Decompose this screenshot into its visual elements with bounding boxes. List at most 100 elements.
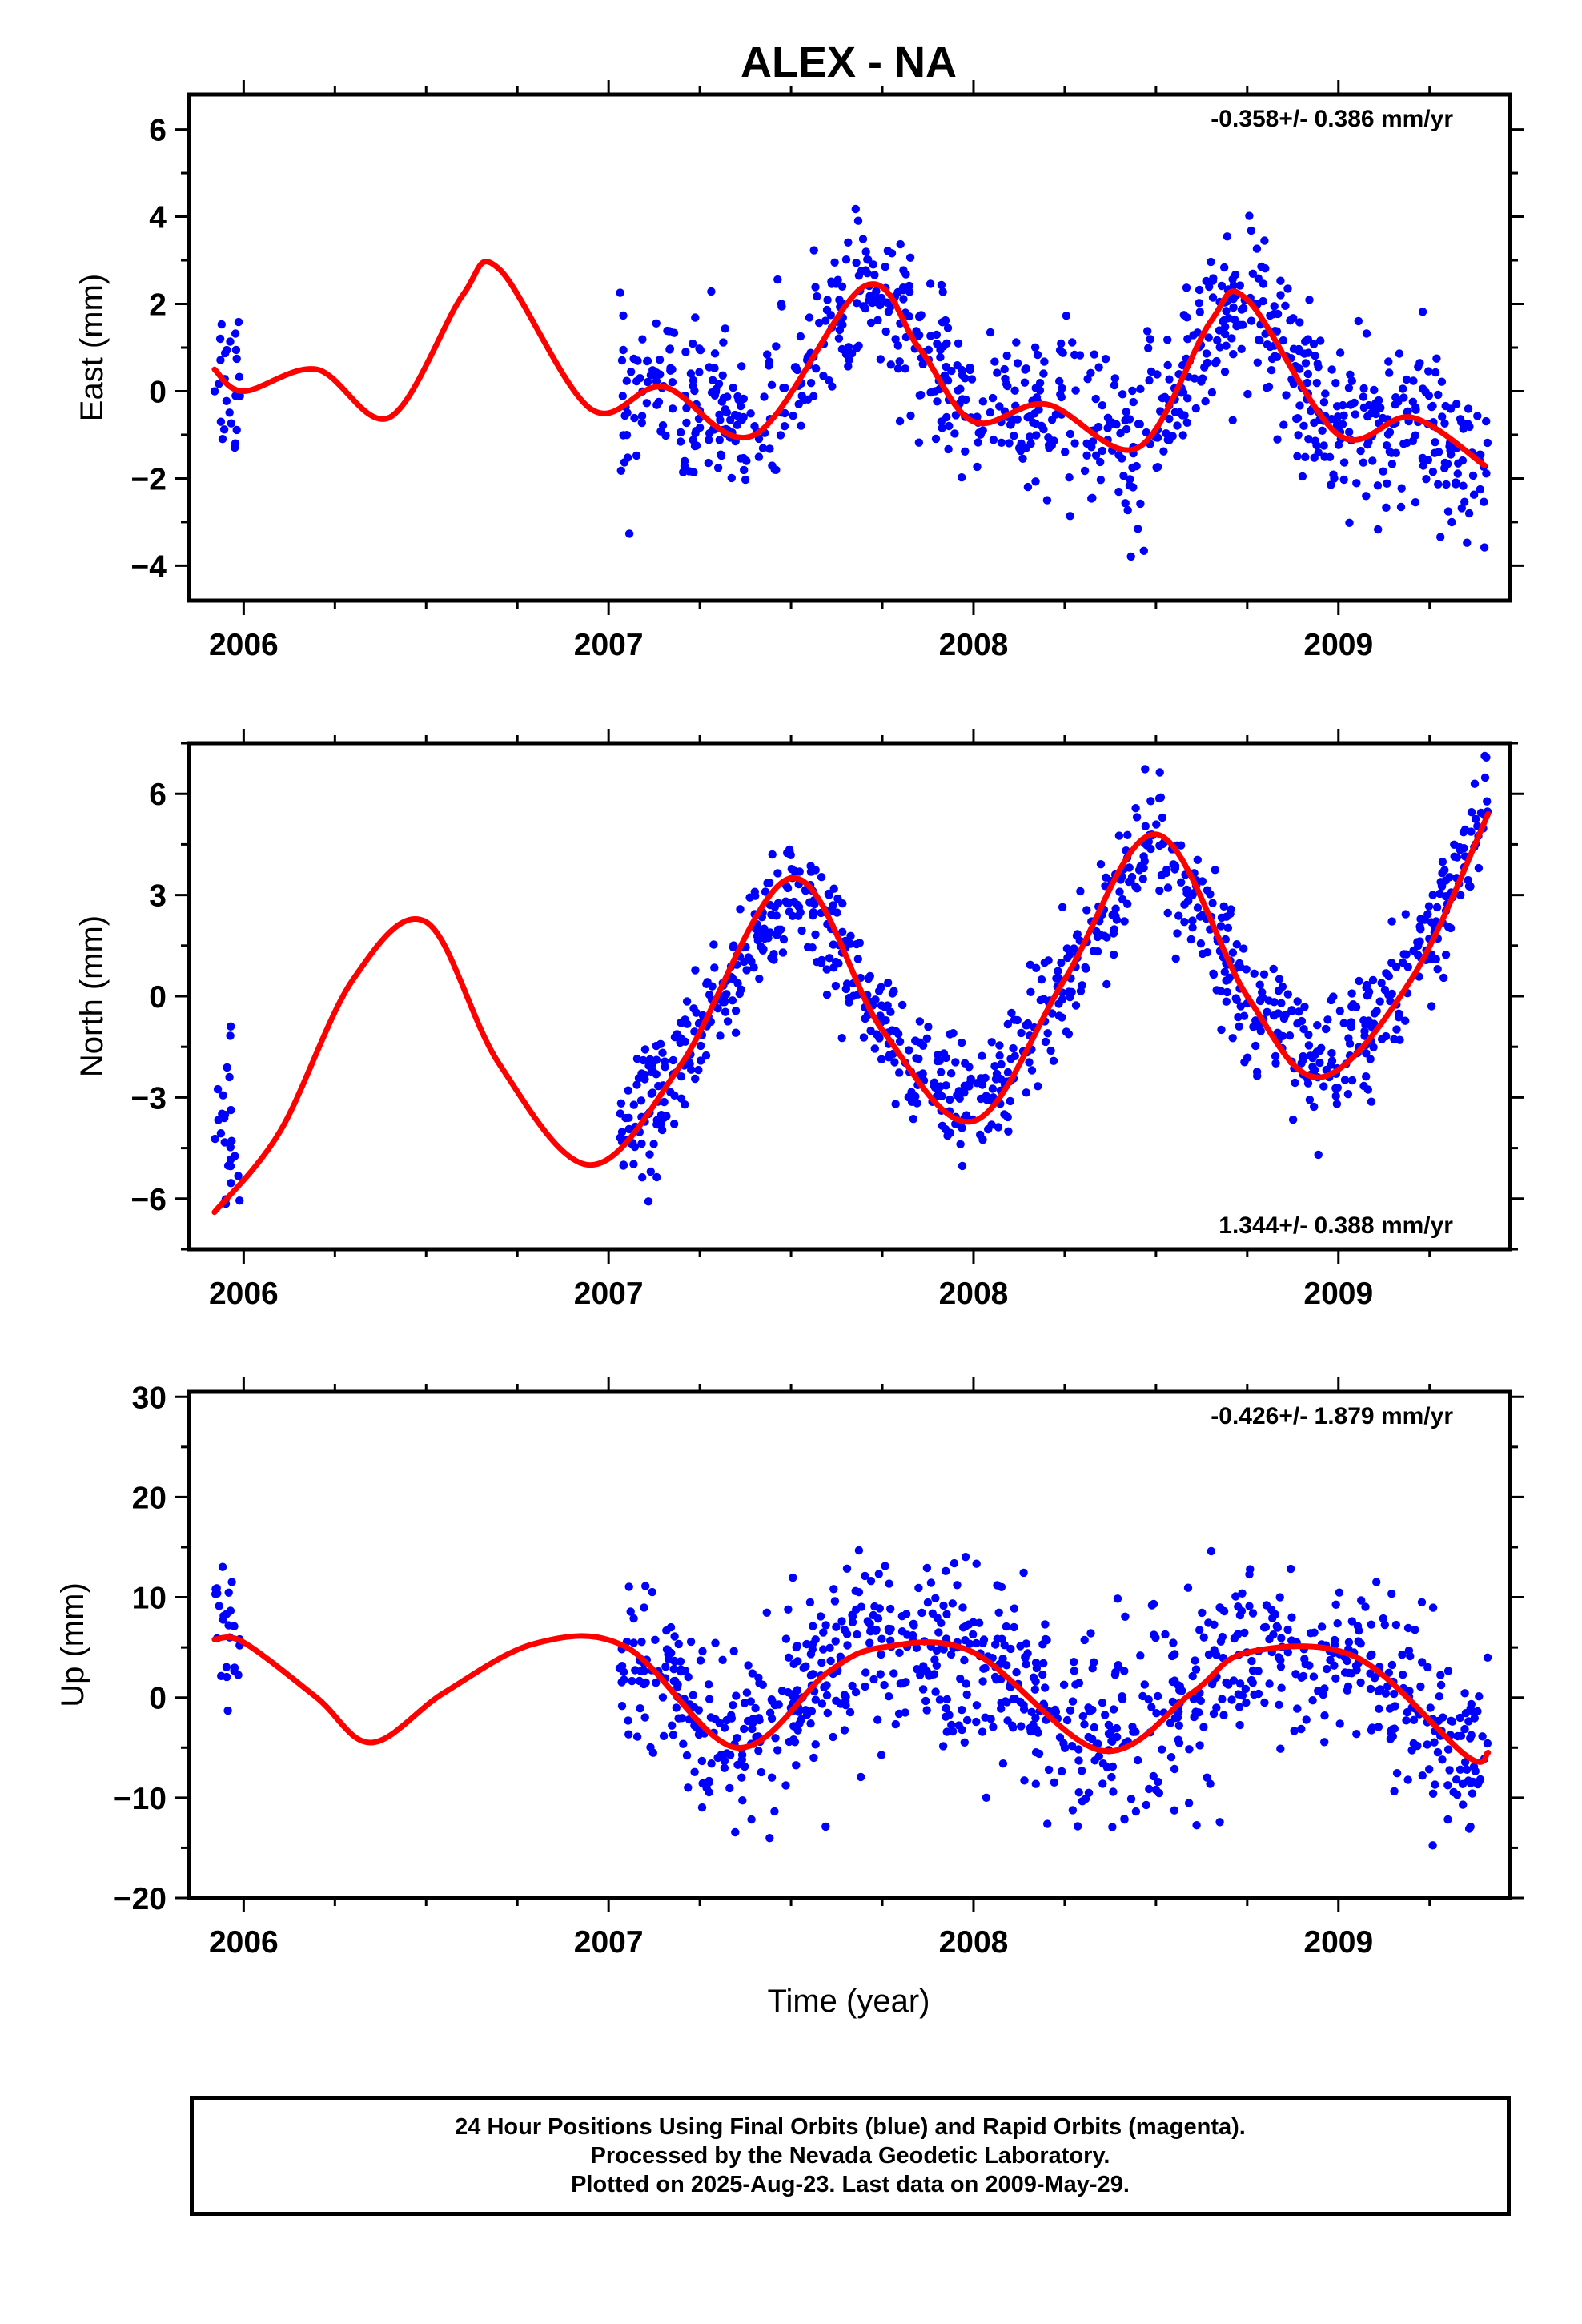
data-point (877, 1634, 886, 1643)
data-point (1428, 891, 1437, 899)
data-point (1228, 416, 1237, 424)
data-point (733, 1760, 742, 1769)
data-point (689, 468, 698, 476)
data-point (875, 1604, 885, 1613)
data-point (833, 908, 841, 917)
data-point (1026, 432, 1034, 441)
data-point (1387, 917, 1396, 926)
data-point (1059, 1680, 1069, 1689)
data-point (987, 1038, 996, 1047)
data-point (1219, 902, 1228, 911)
data-point (1184, 1799, 1194, 1807)
rate-label: -0.426+/- 1.879 mm/yr (1211, 1403, 1453, 1429)
data-point (1453, 1731, 1462, 1741)
data-point (710, 963, 719, 972)
data-point (1370, 385, 1379, 395)
data-point (1305, 296, 1314, 304)
data-point (986, 328, 995, 337)
data-point (1245, 211, 1254, 220)
data-point (1195, 1741, 1204, 1750)
data-point (739, 394, 748, 404)
data-point (1430, 1738, 1439, 1747)
data-point (1215, 343, 1224, 352)
data-point (1375, 1685, 1385, 1694)
data-point (918, 1041, 928, 1051)
data-point (656, 370, 665, 379)
data-point (1195, 299, 1203, 308)
data-point (986, 408, 995, 417)
data-point (1392, 1769, 1402, 1778)
data-point (227, 1179, 235, 1188)
data-point (1076, 887, 1085, 896)
data-point (1276, 1663, 1286, 1671)
data-point (1402, 375, 1411, 384)
data-point (851, 1687, 861, 1697)
data-point (881, 327, 890, 336)
data-point (1018, 454, 1027, 463)
data-point (1191, 1665, 1201, 1674)
data-point (1154, 794, 1164, 803)
data-point (660, 1097, 669, 1107)
data-point (1454, 459, 1463, 468)
data-point (710, 349, 720, 358)
data-point (1457, 504, 1467, 513)
data-point (690, 1721, 699, 1730)
data-point (1139, 852, 1148, 861)
data-point (1154, 1777, 1162, 1787)
data-point (809, 246, 818, 255)
data-point (1192, 1821, 1201, 1830)
data-point (690, 441, 700, 451)
data-point (989, 436, 998, 444)
data-point (1268, 1614, 1277, 1622)
data-point (677, 1072, 686, 1081)
data-point (1216, 922, 1226, 931)
plot-area-north (211, 751, 1492, 1216)
data-point (740, 957, 749, 967)
data-point (1259, 279, 1268, 288)
x-tick-label: 2007 (574, 1925, 644, 1960)
data-point (1354, 316, 1363, 326)
data-point (926, 1578, 936, 1587)
data-point (890, 1058, 899, 1067)
data-point (1263, 1007, 1271, 1017)
data-point (1396, 502, 1406, 512)
data-point (1386, 996, 1395, 1006)
data-point (1092, 927, 1101, 936)
data-point (1129, 397, 1138, 407)
data-point (793, 1726, 802, 1735)
data-point (858, 235, 868, 243)
data-point (637, 412, 647, 420)
data-point (732, 1691, 741, 1700)
data-point (1188, 1671, 1197, 1681)
data-point (1327, 365, 1336, 374)
data-point (1245, 1602, 1254, 1610)
data-point (719, 338, 728, 347)
data-point (1210, 1620, 1219, 1630)
data-point (1017, 1028, 1026, 1038)
data-point (624, 1730, 633, 1739)
data-point (652, 319, 661, 328)
data-point (694, 1065, 703, 1075)
data-point (1318, 426, 1327, 435)
data-point (1387, 959, 1396, 967)
data-point (1466, 1734, 1475, 1743)
data-point (1290, 1727, 1299, 1735)
data-point (1180, 411, 1189, 420)
data-point (1275, 975, 1284, 983)
data-point (942, 1610, 951, 1619)
data-point (1346, 400, 1355, 409)
data-point (682, 404, 691, 412)
data-point (948, 1727, 958, 1736)
x-tick-label: 2007 (574, 628, 644, 662)
data-point (713, 1753, 722, 1763)
data-point (1347, 1018, 1355, 1027)
data-point (784, 1605, 793, 1614)
caption-line-dates: Plotted on 2025-Aug-23. Last data on 200… (571, 2172, 1130, 2197)
data-point (1142, 428, 1151, 437)
data-point (721, 1007, 730, 1016)
data-point (1269, 1630, 1278, 1639)
data-point (1203, 886, 1212, 895)
data-point (876, 1011, 885, 1020)
data-point (865, 296, 873, 305)
data-point (1312, 440, 1321, 450)
